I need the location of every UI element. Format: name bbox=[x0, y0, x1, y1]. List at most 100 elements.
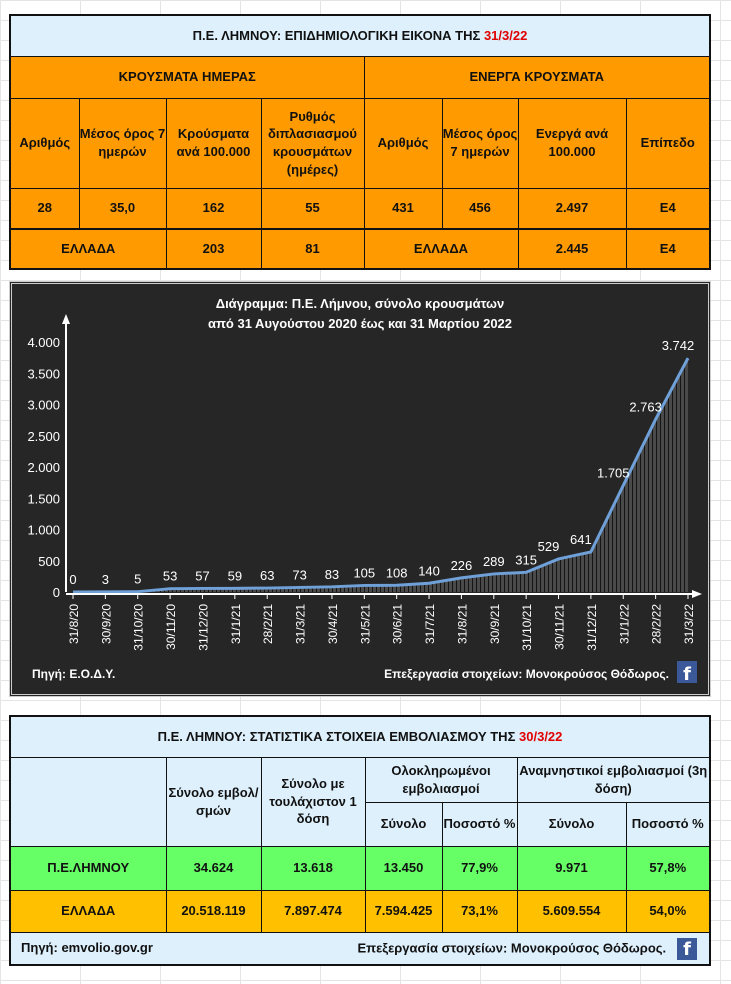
value-cell: 35,0 bbox=[78, 187, 167, 230]
section-active: ΕΝΕΡΓΑ ΚΡΟΥΣΜΑΤΑ bbox=[363, 55, 711, 99]
x-tick-label: 28/2/21 bbox=[261, 604, 275, 644]
data-label: 63 bbox=[260, 568, 274, 583]
value-cell: 34.624 bbox=[165, 845, 262, 891]
facebook-icon: f bbox=[677, 661, 697, 685]
chart-title: Διάγραμμα: Π.Ε. Λήμνου, σύνολο κρουσμάτω… bbox=[216, 296, 505, 311]
area-fill bbox=[73, 358, 688, 592]
value-cell: 13.618 bbox=[260, 845, 366, 891]
x-tick-label: 30/9/21 bbox=[488, 604, 502, 644]
svg-text:f: f bbox=[683, 664, 691, 685]
data-label: 5 bbox=[134, 572, 141, 587]
vacc-credit: Επεξεργασία στοιχείων: Μονοκρούσος Θόδωρ… bbox=[357, 939, 667, 955]
y-tick-label: 4.000 bbox=[27, 335, 60, 350]
header-cell: Επίπεδο bbox=[625, 97, 711, 189]
chart-subtitle: από 31 Αυγούστου 2020 έως και 31 Μαρτίου… bbox=[208, 316, 512, 331]
data-label: 0 bbox=[69, 572, 76, 587]
header-cell: Σύνολο bbox=[364, 801, 443, 847]
greece-label: ΕΛΛΑΔΑ bbox=[9, 228, 167, 270]
value-cell: 28 bbox=[9, 187, 80, 230]
header-cell: Μέσος όρος 7 ημερών bbox=[78, 97, 167, 189]
y-axis-arrow bbox=[62, 314, 70, 324]
epi-header-row: Αριθμός Μέσος όρος 7 ημερών Κρούσματα ανά … bbox=[9, 97, 711, 189]
section-daily: ΚΡΟΥΣΜΑΤΑ ΗΜΕΡΑΣ bbox=[9, 55, 365, 99]
row-label: Π.Ε.ΛΗΜΝΟΥ bbox=[9, 845, 167, 891]
data-label: 315 bbox=[515, 552, 537, 567]
value-cell: Ε4 bbox=[625, 228, 711, 270]
facebook-icon: f bbox=[677, 937, 697, 960]
vacc-source: Πηγή: emvolio.gov.gr bbox=[21, 940, 153, 956]
vacc-footer: Πηγή: emvolio.gov.gr Επεξεργασία στοιχεί… bbox=[9, 931, 711, 966]
x-tick-label: 31/12/20 bbox=[196, 604, 210, 651]
epi-date: 31/3/22 bbox=[483, 27, 528, 43]
header-cell: Σύνολο με τουλάχιστον 1 δόση bbox=[260, 756, 366, 847]
data-label: 53 bbox=[163, 569, 177, 584]
value-cell: 9.971 bbox=[516, 845, 627, 891]
x-tick-label: 31/8/20 bbox=[67, 604, 81, 644]
value-cell: 81 bbox=[260, 228, 365, 270]
x-tick-label: 31/3/21 bbox=[294, 604, 308, 644]
y-tick-label: 0 bbox=[53, 585, 60, 600]
x-tick-label: 30/11/20 bbox=[164, 604, 178, 650]
header-cell: Αναμνηστικοί εμβολιασμοί (3η δόση) bbox=[516, 756, 711, 803]
header-cell: Σύνολο εμβολ/σμών bbox=[165, 756, 262, 847]
y-tick-label: 2.500 bbox=[27, 429, 60, 444]
data-label: 1.705 bbox=[597, 465, 630, 480]
value-cell: 5.609.554 bbox=[516, 889, 627, 933]
value-cell: 7.594.425 bbox=[364, 889, 443, 933]
data-label: 226 bbox=[451, 558, 473, 573]
vacc-title: Π.Ε. ΛΗΜΝΟΥ: ΣΤΑΤΙΣΤΙΚΑ ΣΤΟΙΧΕΙΑ ΕΜΒΟΛΙΑ… bbox=[9, 715, 711, 758]
series-line bbox=[72, 357, 690, 594]
value-cell: 162 bbox=[165, 187, 262, 230]
vaccination-table: Π.Ε. ΛΗΜΝΟΥ: ΣΤΑΤΙΣΤΙΚΑ ΣΤΟΙΧΕΙΑ ΕΜΒΟΛΙΑ… bbox=[9, 715, 711, 966]
data-label: 73 bbox=[292, 567, 306, 582]
data-label: 57 bbox=[195, 568, 209, 583]
y-tick-label: 3.500 bbox=[27, 366, 60, 381]
x-axis-arrow bbox=[692, 590, 702, 598]
x-tick-label: 30/6/21 bbox=[391, 604, 405, 644]
header-cell: Σύνολο bbox=[516, 801, 627, 847]
cases-chart: Διάγραμμα: Π.Ε. Λήμνου, σύνολο κρουσμάτω… bbox=[9, 281, 711, 697]
y-tick-label: 500 bbox=[38, 554, 60, 569]
data-label: 641 bbox=[570, 532, 592, 547]
x-tick-label: 31/10/20 bbox=[132, 604, 146, 651]
data-label: 2.763 bbox=[629, 399, 662, 414]
y-tick-label: 1.500 bbox=[27, 491, 60, 506]
header-cell: Ενεργά ανά 100.000 bbox=[517, 97, 627, 189]
vacc-greece-row: ΕΛΛΑΔΑ 20.518.119 7.897.474 7.594.425 73,1% 5… bbox=[9, 889, 711, 933]
value-cell: 54,0% bbox=[625, 889, 711, 933]
header-cell: Ποσοστό % bbox=[441, 801, 518, 847]
epi-greece-row: ΕΛΛΑΔΑ 203 81 ΕΛΛΑΔΑ 2.445 Ε4 bbox=[9, 228, 711, 270]
greece-label: ΕΛΛΑΔΑ bbox=[363, 228, 519, 270]
data-label: 529 bbox=[538, 539, 560, 554]
value-cell: 57,8% bbox=[625, 845, 711, 891]
value-cell: 55 bbox=[260, 187, 365, 230]
data-label: 289 bbox=[483, 554, 505, 569]
data-label: 108 bbox=[386, 565, 408, 580]
chart-credit: Επεξεργασία στοιχείων: Μονοκρούσος Θόδωρ… bbox=[384, 667, 669, 681]
value-cell: 7.897.474 bbox=[260, 889, 366, 933]
y-tick-label: 1.000 bbox=[27, 523, 60, 538]
x-tick-label: 31/10/21 bbox=[520, 604, 534, 651]
header-cell: Αριθμός bbox=[9, 97, 80, 189]
data-label: 83 bbox=[325, 567, 339, 582]
value-cell: 203 bbox=[165, 228, 262, 270]
value-cell: 20.518.119 bbox=[165, 889, 262, 933]
x-tick-label: 30/9/20 bbox=[99, 604, 113, 644]
x-tick-label: 31/3/22 bbox=[682, 604, 696, 644]
x-tick-label: 31/7/21 bbox=[423, 604, 437, 644]
vacc-date: 30/3/22 bbox=[519, 728, 563, 744]
x-tick-label: 31/1/22 bbox=[617, 604, 631, 644]
data-label: 3 bbox=[102, 572, 109, 587]
header-cell: Κρούσματα ανά 100.000 bbox=[165, 97, 262, 189]
value-cell: 77,9% bbox=[441, 845, 518, 891]
value-cell: 431 bbox=[363, 187, 443, 230]
value-cell: 13.450 bbox=[364, 845, 443, 891]
y-tick-label: 3.000 bbox=[27, 398, 60, 413]
x-tick-label: 28/2/22 bbox=[650, 604, 664, 644]
x-tick-label: 31/5/21 bbox=[358, 604, 372, 644]
row-label: ΕΛΛΑΔΑ bbox=[9, 889, 167, 933]
epi-lemnos-row: 28 35,0 162 55 431 456 2.497 Ε4 bbox=[9, 187, 711, 230]
x-tick-label: 30/4/21 bbox=[326, 604, 340, 644]
x-tick-label: 31/8/21 bbox=[455, 604, 469, 644]
value-cell: Ε4 bbox=[625, 187, 711, 230]
